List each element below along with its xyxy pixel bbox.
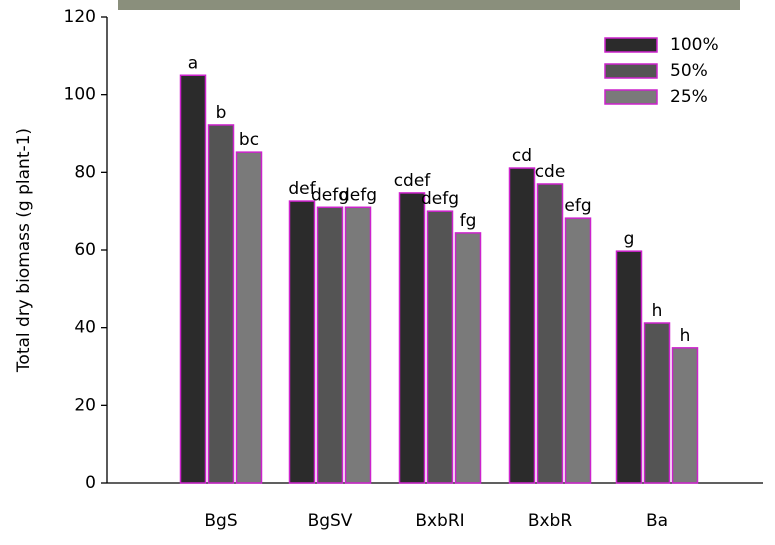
significance-letter: cde	[535, 162, 566, 182]
y-axis-label: Total dry biomass (g plant-1)	[14, 128, 34, 373]
bar	[209, 125, 234, 483]
legend-swatch	[605, 38, 657, 52]
significance-letter: a	[188, 53, 198, 73]
y-tick-label: 100	[64, 85, 96, 105]
legend-label: 100%	[670, 35, 719, 55]
significance-letter: h	[680, 326, 691, 346]
chart: Total dry biomass (g plant-1) 0 20 40 60 80 1…	[0, 0, 775, 541]
bar	[617, 251, 642, 483]
significance-letter: defg	[339, 185, 377, 205]
x-tick-label: BxbRI	[415, 511, 464, 531]
x-tick-label: BxbR	[528, 511, 573, 531]
significance-letter: efg	[564, 196, 591, 216]
significance-letter: h	[652, 301, 663, 321]
significance-letter: defg	[421, 189, 459, 209]
bar	[181, 75, 206, 483]
bar	[645, 323, 670, 483]
bar	[510, 168, 535, 483]
x-tick-label: Ba	[646, 511, 668, 531]
significance-letter: g	[624, 229, 635, 249]
bar	[538, 184, 563, 483]
bar	[566, 218, 591, 483]
legend-swatch	[605, 64, 657, 78]
y-tick-label: 0	[85, 473, 96, 493]
photo-strip	[118, 0, 740, 10]
bar	[318, 207, 343, 483]
y-tick-label: 60	[74, 240, 96, 260]
bar	[400, 193, 425, 483]
bar	[346, 207, 371, 483]
significance-letter: cdef	[394, 171, 432, 191]
y-tick-label: 40	[74, 318, 96, 338]
y-tick-label: 120	[64, 7, 96, 27]
legend-swatch	[605, 90, 657, 104]
bar	[290, 201, 315, 483]
significance-letter: b	[216, 103, 227, 123]
significance-letter: bc	[239, 130, 259, 150]
legend-label: 25%	[670, 87, 708, 107]
bar	[673, 348, 698, 483]
bar	[237, 152, 262, 483]
x-tick-label: BgS	[204, 511, 237, 531]
y-tick-label: 20	[74, 395, 96, 415]
bar	[456, 233, 481, 483]
significance-letter: cd	[512, 146, 532, 166]
x-tick-label: BgSV	[308, 511, 353, 531]
bar	[428, 211, 453, 483]
legend-label: 50%	[670, 61, 708, 81]
significance-letter: fg	[460, 211, 477, 231]
y-tick-label: 80	[74, 162, 96, 182]
